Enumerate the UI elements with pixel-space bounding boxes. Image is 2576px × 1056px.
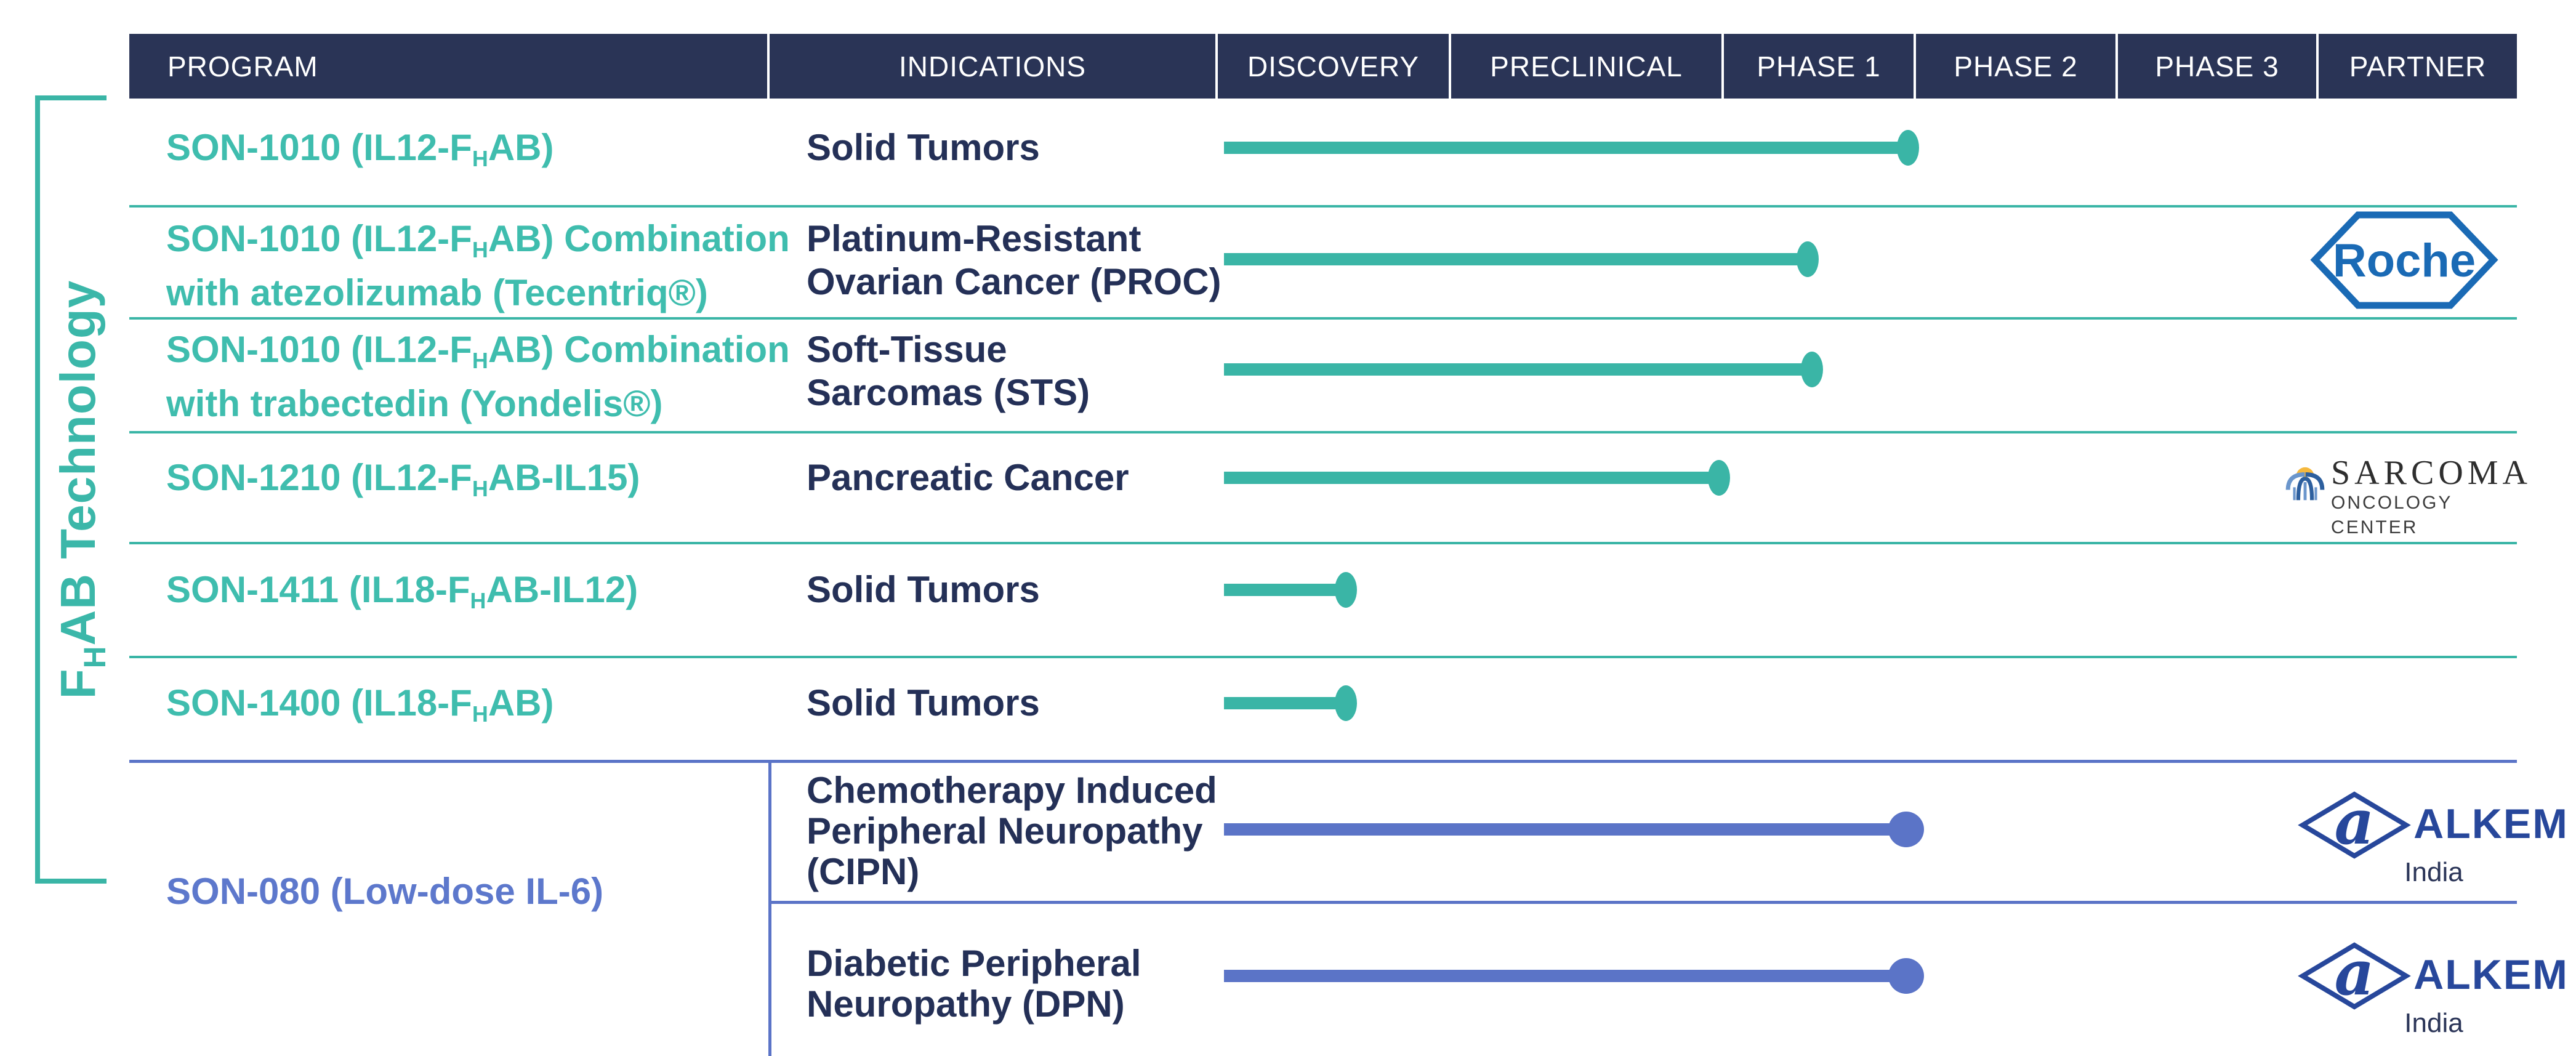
fhab-bracket-top-arm [35, 95, 107, 100]
row-divider [129, 542, 2517, 544]
row-divider [129, 431, 2517, 433]
indication-pancreatic-cancer: Pancreatic Cancer [807, 457, 1129, 498]
progress-endpoint [1335, 685, 1357, 721]
program-son-1210: SON-1210 (IL12-FHAB-IL15) [166, 457, 640, 502]
alkem-india-label: India [2404, 1008, 2463, 1038]
table-header: PROGRAM INDICATIONS DISCOVERY PRECLINICA… [129, 34, 2517, 99]
column-header-program: PROGRAM [167, 50, 318, 83]
roche-hexagon-icon: Roche [2310, 211, 2498, 309]
column-header-preclinical: PRECLINICAL [1449, 34, 1721, 99]
progress-endpoint [1888, 812, 1924, 847]
indication-proc: Platinum-Resistant Ovarian Cancer (PROC) [807, 218, 1222, 302]
indication-solid-tumors-1: Solid Tumors [807, 127, 1040, 168]
son080-row-divider [768, 901, 2517, 904]
column-header-indications: INDICATIONS [767, 34, 1215, 99]
alkem-india-label: India [2404, 857, 2463, 887]
progress-bar-son-1010-trabectedin [1224, 352, 1823, 387]
progress-bar-son-1010 [1224, 130, 1919, 166]
sarcoma-oncology-center-logo: SARCOMA ONCOLOGY CENTER [2285, 451, 2532, 540]
indication-solid-tumors-3: Solid Tumors [807, 682, 1040, 723]
program-son-080: SON-080 (Low-dose IL-6) [166, 871, 604, 912]
alkem-logo-cipn: a ALKEM India [2295, 786, 2572, 888]
svg-text:Roche: Roche [2333, 235, 2476, 287]
progress-bar-son-080-dpn [1224, 958, 1924, 994]
progress-endpoint [1708, 460, 1730, 496]
alkem-wordmark: ALKEM [2413, 951, 2569, 998]
progress-endpoint [1897, 130, 1919, 166]
svg-text:a: a [2335, 937, 2375, 1009]
column-header-phase2: PHASE 2 [1914, 34, 2115, 99]
progress-bar-son-1411 [1224, 572, 1357, 608]
fhab-bracket-line [35, 95, 40, 884]
progress-endpoint [1797, 241, 1819, 277]
son080-section-top-border [129, 760, 2517, 763]
column-header-discovery: DISCOVERY [1215, 34, 1449, 99]
column-header-partner: PARTNER [2316, 34, 2517, 99]
progress-endpoint [1888, 958, 1924, 994]
alkem-diamond-icon: a [2298, 786, 2411, 859]
indication-dpn: Diabetic Peripheral Neuropathy (DPN) [807, 943, 1141, 1025]
row-divider [129, 656, 2517, 658]
progress-bar-son-080-cipn [1224, 812, 1924, 847]
progress-endpoint [1335, 572, 1357, 608]
sarcoma-fountain-icon [2285, 467, 2325, 501]
program-son-1010: SON-1010 (IL12-FHAB) [166, 127, 554, 172]
fhab-technology-label: FHAB Technology [50, 280, 112, 699]
roche-logo: Roche [2309, 206, 2500, 314]
row-divider [129, 205, 2517, 208]
progress-endpoint [1801, 352, 1823, 387]
sarcoma-subtitle: ONCOLOGY CENTER [2331, 493, 2452, 538]
alkem-diamond-icon: a [2298, 937, 2411, 1010]
row-divider [129, 317, 2517, 320]
program-son-1400: SON-1400 (IL18-FHAB) [166, 682, 554, 727]
program-son-1010-trabectedin: SON-1010 (IL12-FHAB) Combination with tr… [166, 329, 790, 425]
column-header-phase1: PHASE 1 [1721, 34, 1914, 99]
progress-bar-son-1010-atezolizumab [1224, 241, 1819, 277]
indication-sts: Soft-Tissue Sarcomas (STS) [807, 329, 1090, 413]
program-son-1411: SON-1411 (IL18-FHAB-IL12) [166, 569, 638, 614]
progress-bar-son-1400 [1224, 685, 1357, 721]
program-son-1010-atezolizumab: SON-1010 (IL12-FHAB) Combination with at… [166, 218, 790, 314]
alkem-wordmark: ALKEM [2413, 800, 2569, 847]
indication-solid-tumors-2: Solid Tumors [807, 569, 1040, 610]
progress-bar-son-1210 [1224, 460, 1730, 496]
fhab-bracket-bottom-arm [35, 879, 107, 884]
son080-column-divider [768, 760, 771, 1056]
alkem-logo-dpn: a ALKEM India [2295, 937, 2572, 1039]
indication-cipn: Chemotherapy Induced Peripheral Neuropath… [807, 770, 1217, 892]
subscript-h: H [78, 645, 112, 669]
svg-text:a: a [2335, 786, 2375, 858]
column-header-phase3: PHASE 3 [2115, 34, 2316, 99]
sarcoma-wordmark: SARCOMA [2331, 454, 2532, 492]
